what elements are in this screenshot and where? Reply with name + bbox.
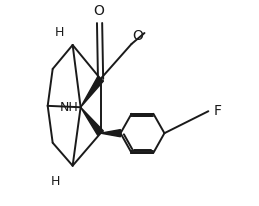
Text: O: O [133, 29, 143, 43]
Polygon shape [81, 77, 104, 107]
Polygon shape [100, 130, 120, 137]
Text: NH: NH [60, 101, 78, 114]
Text: H: H [51, 175, 60, 188]
Polygon shape [81, 107, 103, 135]
Text: O: O [93, 4, 104, 18]
Text: F: F [213, 104, 221, 118]
Text: H: H [55, 26, 64, 39]
